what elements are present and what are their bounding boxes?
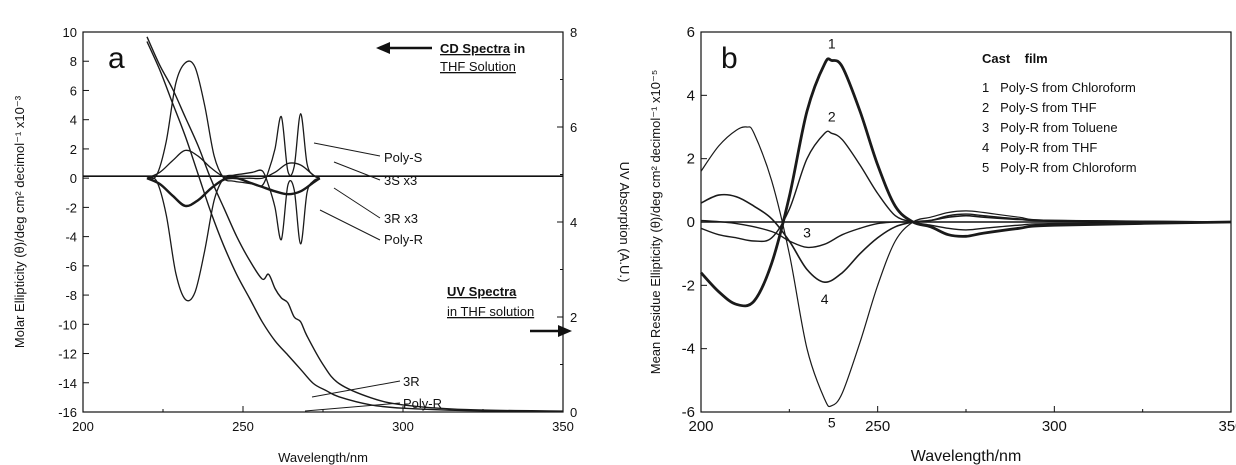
panel-b-label: b xyxy=(721,42,738,75)
y-tick-label: 8 xyxy=(70,54,77,69)
series-line-3r-x3-cd xyxy=(146,176,321,208)
series-line-3s-x3-cd xyxy=(146,149,321,180)
curve-number-3: 3 xyxy=(803,224,811,240)
y2-tick-label: 6 xyxy=(570,120,577,135)
panel-a: 200 250 300 350 10 8 6 4 2 0 -2 -4 -6 -8 -10 -12 -14 -16… xyxy=(12,25,632,465)
panel-b-xlabel: Wavelength/nm xyxy=(911,448,1022,465)
curve-number-1: 1 xyxy=(828,36,836,52)
pointer-3s xyxy=(333,161,381,181)
cd-spectra-title: CD Spectra in xyxy=(440,41,525,56)
y-tick-label: -6 xyxy=(65,259,77,274)
pointer-poly-r-cd xyxy=(319,209,381,241)
y-tick-label: -14 xyxy=(58,376,77,391)
y-tick-label: -12 xyxy=(58,347,77,362)
y-tick-label: -6 xyxy=(682,404,695,421)
y-tick-label: -10 xyxy=(58,317,77,332)
x-tick-label: 350 xyxy=(1218,418,1236,435)
y-tick-label: -16 xyxy=(58,405,77,420)
panel-b-curves xyxy=(699,57,1232,408)
cd-arrow-head xyxy=(376,42,390,54)
curve-number-2: 2 xyxy=(828,108,836,124)
legend-entry-1: 1 Poly-S from Chloroform xyxy=(982,80,1136,95)
cd-title-rest: in xyxy=(510,41,525,56)
label-3r-uv: 3R xyxy=(403,374,420,389)
y-tick-label: 0 xyxy=(70,171,77,186)
panel-b-curve-numbers: 1 2 3 4 5 xyxy=(803,36,836,431)
y-tick-label: -2 xyxy=(65,200,77,215)
y-tick-label: 10 xyxy=(63,25,77,40)
label-3r-x3: 3R x3 xyxy=(384,211,418,226)
panel-a-xlabel: Wavelength/nm xyxy=(278,450,368,465)
series-line-5 xyxy=(700,126,1232,408)
x-tick-label: 300 xyxy=(1042,418,1067,435)
legend-entry-4: 4 Poly-R from THF xyxy=(982,140,1097,155)
y-tick-label: 6 xyxy=(687,24,695,41)
y-tick-label: -2 xyxy=(682,277,695,294)
legend-entry-5: 5 Poly-R from Chloroform xyxy=(982,160,1137,175)
x-tick-label: 250 xyxy=(232,419,254,434)
label-poly-r-uv: Poly-R xyxy=(403,396,442,411)
legend-entry-2: 2 Poly-S from THF xyxy=(982,100,1097,115)
label-3s-x3: 3S x3 xyxy=(384,173,417,188)
panel-a-y-ticks: 10 8 6 4 2 0 -2 -4 -6 -8 -10 -12 -14 -16 xyxy=(58,25,89,420)
panel-a-ylabel: Molar Ellipticity (θ)/deg cm² decimol⁻¹ … xyxy=(12,95,27,348)
panel-b-ylabel: Mean Residue Ellipticity (θ)/deg cm² dec… xyxy=(648,70,663,375)
curve-number-4: 4 xyxy=(821,291,829,307)
panel-a-plot-frame xyxy=(82,31,564,413)
series-line-1 xyxy=(699,57,1232,308)
panel-a-y2-ticks: 0 2 4 6 8 xyxy=(557,25,577,420)
series-line-3r-uv xyxy=(146,36,564,412)
y-tick-label: 6 xyxy=(70,83,77,98)
panel-a-label: a xyxy=(108,42,125,75)
y-tick-label: 4 xyxy=(70,113,77,128)
pointer-poly-s xyxy=(313,142,381,157)
x-tick-label: 250 xyxy=(865,418,890,435)
y-tick-label: 0 xyxy=(687,214,695,231)
cd-title-bold: CD Spectra xyxy=(440,41,511,56)
pointer-3r xyxy=(333,187,381,219)
uv-spectra-title: UV Spectra xyxy=(447,284,517,299)
label-poly-r-cd: Poly-R xyxy=(384,232,423,247)
pointer-poly-r-uv xyxy=(304,402,401,412)
panel-b-x-ticks: 200 250 300 350 xyxy=(688,406,1236,435)
cd-spectra-title-line2: THF Solution xyxy=(440,59,516,74)
curve-number-5: 5 xyxy=(828,415,836,431)
series-line-poly-r-uv xyxy=(146,41,564,413)
y-tick-label: -4 xyxy=(682,341,695,358)
legend-entry-3: 3 Poly-R from Toluene xyxy=(982,120,1118,135)
y2-tick-label: 4 xyxy=(570,215,577,230)
x-tick-label: 200 xyxy=(688,418,713,435)
panel-a-y2label: UV Absorption (A.U.) xyxy=(617,162,632,283)
y2-tick-label: 8 xyxy=(570,25,577,40)
x-tick-label: 300 xyxy=(392,419,414,434)
panel-a-curves xyxy=(146,36,564,413)
label-poly-s: Poly-S xyxy=(384,150,423,165)
uv-spectra-title-line2: in THF solution xyxy=(447,304,534,319)
x-tick-label: 350 xyxy=(552,419,574,434)
pointer-3r-uv xyxy=(311,380,401,398)
y-tick-label: 2 xyxy=(687,151,695,168)
x-tick-label: 200 xyxy=(72,419,94,434)
uv-arrow-head xyxy=(558,325,572,337)
legend-title: Cast film xyxy=(982,51,1048,66)
y2-tick-label: 2 xyxy=(570,310,577,325)
y-tick-label: -8 xyxy=(65,288,77,303)
y-tick-label: -4 xyxy=(65,230,77,245)
y-tick-label: 4 xyxy=(687,87,695,104)
series-line-poly-s-cd xyxy=(146,60,321,187)
y-tick-label: 2 xyxy=(70,142,77,157)
series-line-2 xyxy=(700,130,1232,243)
series-line-4 xyxy=(700,193,1232,284)
panel-b-y-ticks: 6 4 2 0 -2 -4 -6 xyxy=(682,24,707,421)
series-line-poly-r-cd xyxy=(146,169,321,302)
y2-tick-label: 0 xyxy=(570,405,577,420)
